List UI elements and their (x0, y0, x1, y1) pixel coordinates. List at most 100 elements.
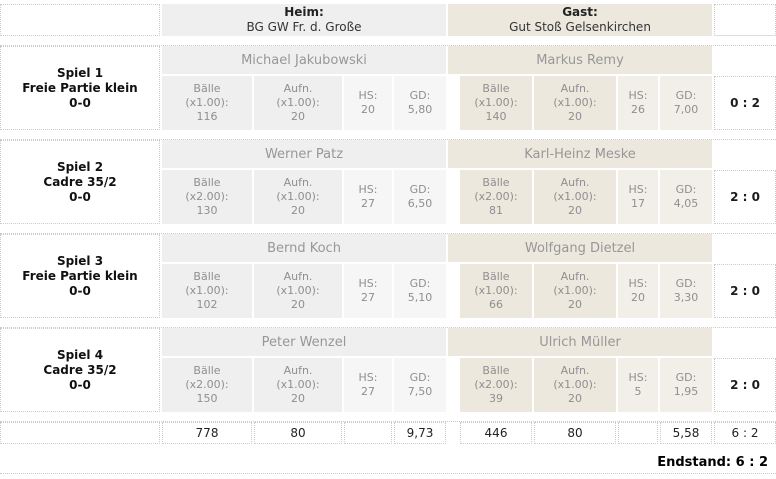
balls-label: Bälle (193, 270, 221, 283)
game-discipline: Freie Partie klein (22, 80, 138, 95)
guest-gd-cell: GD: 7,00 (660, 76, 712, 130)
balls-factor: (x1.00): (474, 284, 518, 297)
divider (0, 318, 776, 328)
final-score: Endstand: 6 : 2 (0, 454, 776, 474)
divider (0, 224, 776, 234)
game-discipline: Freie Partie klein (22, 268, 138, 283)
guest-player-name: Wolfgang Dietzel (448, 234, 712, 262)
balls-value: 66 (489, 298, 503, 311)
player-name-row: Peter Wenzel Ulrich Müller (162, 328, 712, 356)
innings-value: 20 (568, 298, 582, 311)
hs-label: HS: (628, 371, 648, 384)
balls-factor: (x2.00): (185, 378, 229, 391)
inset (448, 170, 460, 224)
totals-guest-balls: 446 (460, 422, 532, 444)
balls-factor: (x2.00): (185, 190, 229, 203)
gd-value: 6,50 (407, 197, 433, 210)
innings-value: 20 (291, 298, 305, 311)
guest-balls-cell: Bälle (x1.00): 66 (460, 264, 532, 318)
game-title: Spiel 2 (56, 159, 104, 174)
balls-label: Bälle (482, 364, 510, 377)
hs-label: HS: (358, 277, 378, 290)
home-player-name: Werner Patz (162, 140, 446, 168)
game-discipline: Cadre 35/2 (43, 174, 117, 189)
guest-team-name: Gut Stoß Gelsenkirchen (509, 20, 651, 34)
innings-value: 20 (291, 392, 305, 405)
stats-row: Bälle (x1.00): 102 Aufn. (x1.00): 20 HS:… (162, 264, 712, 318)
guest-hs-cell: HS: 20 (618, 264, 658, 318)
balls-label: Bälle (482, 176, 510, 189)
balls-value: 116 (196, 110, 218, 123)
hs-label: HS: (628, 183, 648, 196)
divider (0, 36, 776, 46)
home-player-name: Peter Wenzel (162, 328, 446, 356)
gd-value: 4,05 (673, 197, 699, 210)
guest-player-name: Ulrich Müller (448, 328, 712, 356)
innings-label: Aufn. (283, 176, 313, 189)
home-innings-cell: Aufn. (x1.00): 20 (254, 76, 342, 130)
gd-label: GD: (675, 89, 697, 102)
innings-label: Aufn. (560, 176, 590, 189)
gd-value: 5,80 (407, 103, 433, 116)
divider (0, 130, 776, 140)
hs-label: HS: (628, 89, 648, 102)
balls-value: 140 (485, 110, 507, 123)
divider (0, 412, 776, 422)
innings-factor: (x1.00): (553, 190, 597, 203)
innings-value: 20 (568, 204, 582, 217)
balls-value: 39 (489, 392, 503, 405)
guest-label: Gast: (562, 5, 598, 19)
gd-label: GD: (409, 277, 431, 290)
game-3-label: Spiel 3 Freie Partie klein 0-0 (0, 234, 160, 318)
home-label: Heim: (284, 5, 324, 19)
totals-home-innings: 80 (254, 422, 342, 444)
home-hs-cell: HS: 27 (344, 170, 392, 224)
home-stats: Bälle (x2.00): 150 Aufn. (x1.00): 20 HS:… (162, 358, 446, 412)
game-4-score-col: 2 : 0 (714, 328, 776, 412)
innings-value: 20 (568, 110, 582, 123)
balls-label: Bälle (482, 270, 510, 283)
gd-label: GD: (409, 371, 431, 384)
game-start-score: 0-0 (69, 95, 91, 110)
gd-value: 7,50 (407, 385, 433, 398)
innings-factor: (x1.00): (553, 96, 597, 109)
balls-factor: (x1.00): (185, 284, 229, 297)
game-4-label: Spiel 4 Cadre 35/2 0-0 (0, 328, 160, 412)
home-team-header: Heim: BG GW Fr. d. Große (162, 4, 446, 36)
guest-team-header: Gast: Gut Stoß Gelsenkirchen (448, 4, 712, 36)
game-start-score: 0-0 (69, 189, 91, 204)
inset (448, 76, 460, 130)
stats-row: Bälle (x2.00): 150 Aufn. (x1.00): 20 HS:… (162, 358, 712, 412)
guest-stats: Bälle (x2.00): 81 Aufn. (x1.00): 20 HS: … (448, 170, 712, 224)
game-3-main: Bernd Koch Wolfgang Dietzel Bälle (x1.00… (162, 234, 712, 318)
balls-value: 130 (196, 204, 218, 217)
game-row-3: Spiel 3 Freie Partie klein 0-0 Bernd Koc… (0, 234, 776, 318)
hs-value: 20 (361, 103, 375, 116)
hs-value: 27 (361, 385, 375, 398)
game-score: 0 : 2 (714, 76, 776, 130)
home-gd-cell: GD: 6,50 (394, 170, 446, 224)
gd-value: 7,00 (673, 103, 699, 116)
totals-home-balls: 778 (162, 422, 252, 444)
hs-value: 27 (361, 291, 375, 304)
game-title: Spiel 4 (56, 347, 104, 362)
gd-label: GD: (675, 371, 697, 384)
teams-header-row: Heim: BG GW Fr. d. Große Gast: Gut Stoß … (0, 4, 776, 36)
gd-value: 3,30 (673, 291, 699, 304)
balls-label: Bälle (482, 82, 510, 95)
guest-hs-cell: HS: 26 (618, 76, 658, 130)
header-empty-cell (0, 4, 160, 36)
guest-balls-cell: Bälle (x2.00): 81 (460, 170, 532, 224)
game-start-score: 0-0 (69, 283, 91, 298)
totals-score: 6 : 2 (714, 422, 776, 444)
home-gd-cell: GD: 5,10 (394, 264, 446, 318)
guest-player-name: Karl-Heinz Meske (448, 140, 712, 168)
home-gd-cell: GD: 7,50 (394, 358, 446, 412)
guest-innings-cell: Aufn. (x1.00): 20 (534, 358, 616, 412)
totals-label-cell (0, 422, 160, 444)
totals-guest-innings: 80 (534, 422, 616, 444)
guest-innings-cell: Aufn. (x1.00): 20 (534, 264, 616, 318)
guest-balls-cell: Bälle (x1.00): 140 (460, 76, 532, 130)
innings-label: Aufn. (560, 82, 590, 95)
innings-factor: (x1.00): (276, 190, 320, 203)
